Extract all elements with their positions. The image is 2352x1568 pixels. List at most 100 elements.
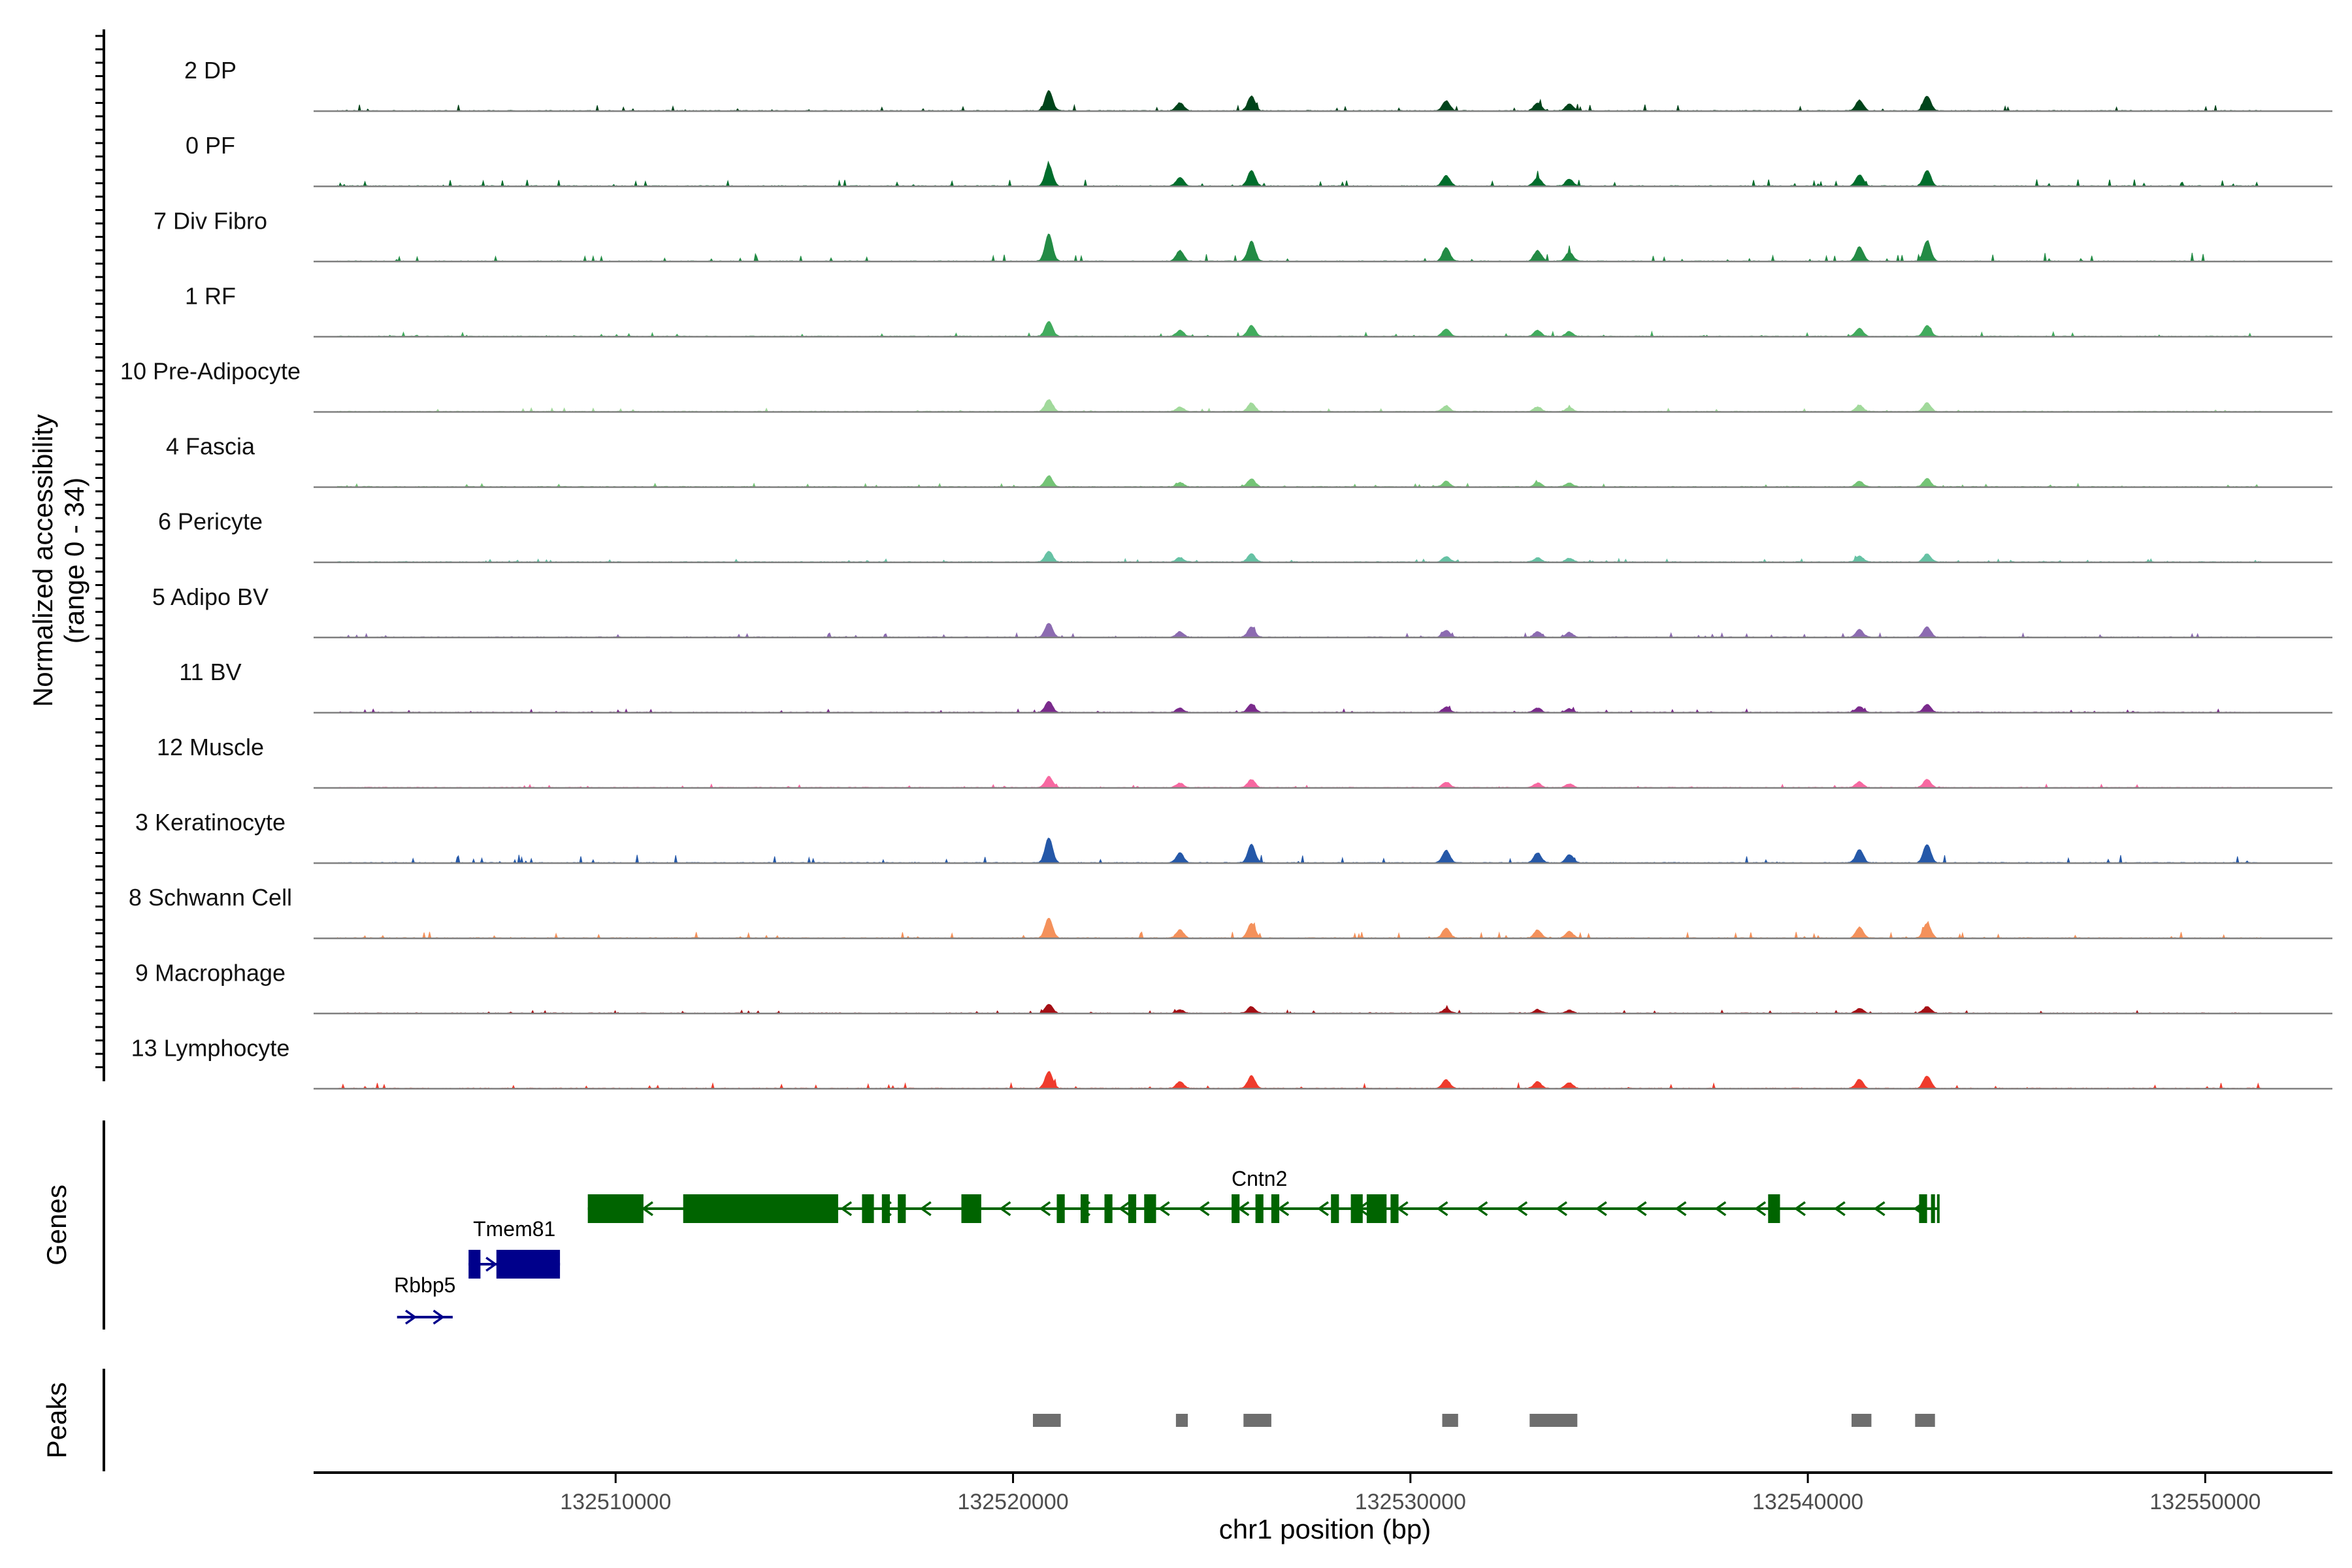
track-label: 1 RF: [185, 282, 236, 309]
peak-bar: [1243, 1414, 1271, 1427]
track-13: 9 Macrophage: [135, 959, 2332, 1015]
track-label: 0 PF: [186, 132, 235, 159]
x-tick-label: 132520000: [957, 1490, 1068, 1514]
peak-bar: [1915, 1414, 1935, 1427]
gene-exon: [1271, 1194, 1280, 1223]
gene-exon: [1768, 1194, 1780, 1223]
track-label: 11 BV: [179, 659, 241, 685]
x-tick-label: 132550000: [2149, 1490, 2261, 1514]
gene-label: Rbbp5: [394, 1273, 455, 1297]
x-tick-label: 132540000: [1752, 1490, 1863, 1514]
gene-exon: [1390, 1194, 1399, 1223]
track-label: 4 Fascia: [166, 433, 255, 460]
gene-exon: [1104, 1194, 1113, 1223]
track-label: 5 Adipo BV: [152, 583, 269, 610]
gene-exon: [898, 1194, 906, 1223]
strand-arrow: [485, 1256, 498, 1272]
strand-arrow: [641, 1201, 653, 1217]
strand-arrow: [1198, 1201, 1210, 1217]
gene-exon: [468, 1250, 481, 1279]
track-9: 11 BV: [179, 659, 2332, 714]
gene-exon: [1936, 1194, 1940, 1223]
gene-tmem81: Tmem81: [468, 1217, 561, 1279]
gene-exon: [1056, 1194, 1065, 1223]
track-6: 4 Fascia: [166, 433, 2332, 488]
peaks-track-label: Peaks: [41, 1382, 72, 1459]
peak-bar: [1852, 1414, 1872, 1427]
gene-exon: [1350, 1194, 1363, 1223]
track-10: 12 Muscle: [157, 734, 2332, 789]
track-4: 1 RF: [185, 282, 2332, 338]
strand-arrow: [999, 1201, 1011, 1217]
gene-exon: [587, 1194, 644, 1223]
y-axis-range: (range 0 - 34): [59, 478, 90, 644]
strand-arrow: [1237, 1201, 1250, 1217]
gene-exon: [1919, 1194, 1927, 1223]
strand-arrow: [919, 1201, 932, 1217]
track-1: 2 DP: [184, 57, 2332, 112]
track-label: 8 Schwann Cell: [129, 884, 292, 911]
track-label: 12 Muscle: [157, 734, 264, 760]
strand-arrow: [1714, 1201, 1727, 1217]
peak-bar: [1529, 1414, 1578, 1427]
strand-arrow: [1674, 1201, 1687, 1217]
gene-exon: [1081, 1194, 1089, 1223]
x-tick-label: 132530000: [1355, 1490, 1466, 1514]
track-11: 3 Keratinocyte: [135, 809, 2332, 864]
gene-exon: [496, 1250, 561, 1279]
gene-exon: [862, 1194, 874, 1223]
peak-bar: [1442, 1414, 1458, 1427]
gene-exon: [1128, 1194, 1137, 1223]
strand-arrow: [1476, 1201, 1488, 1217]
accessibility-y-ticks: [95, 35, 104, 1068]
gene-exon: [1232, 1194, 1240, 1223]
gene-exon: [683, 1194, 838, 1223]
coverage-tracks: 2 DP 0 PF 7 Div Fibro 1 RF 10 Pre-Adipocyte 4…: [120, 57, 2332, 1090]
strand-arrow: [433, 1309, 445, 1325]
strand-arrow: [1635, 1201, 1647, 1217]
gene-exon: [1931, 1194, 1935, 1223]
gene-label: Tmem81: [473, 1217, 555, 1241]
strand-arrow: [1316, 1201, 1330, 1217]
track-label: 3 Keratinocyte: [135, 809, 286, 836]
track-7: 6 Pericyte: [158, 508, 2332, 563]
y-axis-title: Normalized accessibility: [27, 414, 58, 707]
strand-arrow: [1833, 1201, 1846, 1217]
track-5: 10 Pre-Adipocyte: [120, 358, 2332, 413]
gene-exon: [881, 1194, 890, 1223]
strand-arrow: [1595, 1201, 1607, 1217]
strand-arrow: [840, 1201, 853, 1217]
gene-exon: [1144, 1194, 1156, 1223]
peak-regions: [1033, 1414, 1935, 1427]
gene-exon: [1366, 1194, 1387, 1223]
strand-arrow: [1555, 1201, 1567, 1217]
track-2: 0 PF: [186, 132, 2332, 188]
track-label: 6 Pericyte: [158, 508, 263, 535]
track-3: 7 Div Fibro: [154, 207, 2332, 263]
strand-arrow: [1436, 1201, 1448, 1217]
strand-arrow: [1396, 1201, 1409, 1217]
gene-exon: [1255, 1194, 1264, 1223]
x-axis-title: chr1 position (bp): [1219, 1514, 1431, 1544]
strand-arrow: [1516, 1201, 1528, 1217]
track-label: 13 Lymphocyte: [131, 1034, 290, 1061]
x-tick-label: 132510000: [560, 1490, 671, 1514]
strand-arrow: [1277, 1201, 1290, 1217]
track-label: 9 Macrophage: [135, 959, 286, 986]
track-label: 10 Pre-Adipocyte: [120, 358, 301, 385]
strand-arrow: [1754, 1201, 1767, 1217]
gene-exon: [1331, 1194, 1339, 1223]
strand-arrow: [1793, 1201, 1806, 1217]
track-label: 7 Div Fibro: [154, 207, 267, 234]
track-14: 13 Lymphocyte: [131, 1034, 2332, 1090]
x-axis-ticks: 132510000 132520000 132530000 132540000 1325…: [560, 1473, 2261, 1514]
gene-annotations: Cntn2 Tmem81 Rbbp5: [394, 1167, 1940, 1325]
genes-track-label: Genes: [41, 1184, 72, 1266]
gene-rbbp5: Rbbp5: [394, 1273, 455, 1325]
strand-arrow: [1039, 1201, 1051, 1217]
strand-arrow: [1118, 1201, 1130, 1217]
peak-bar: [1175, 1414, 1188, 1427]
strand-arrow: [405, 1309, 417, 1325]
